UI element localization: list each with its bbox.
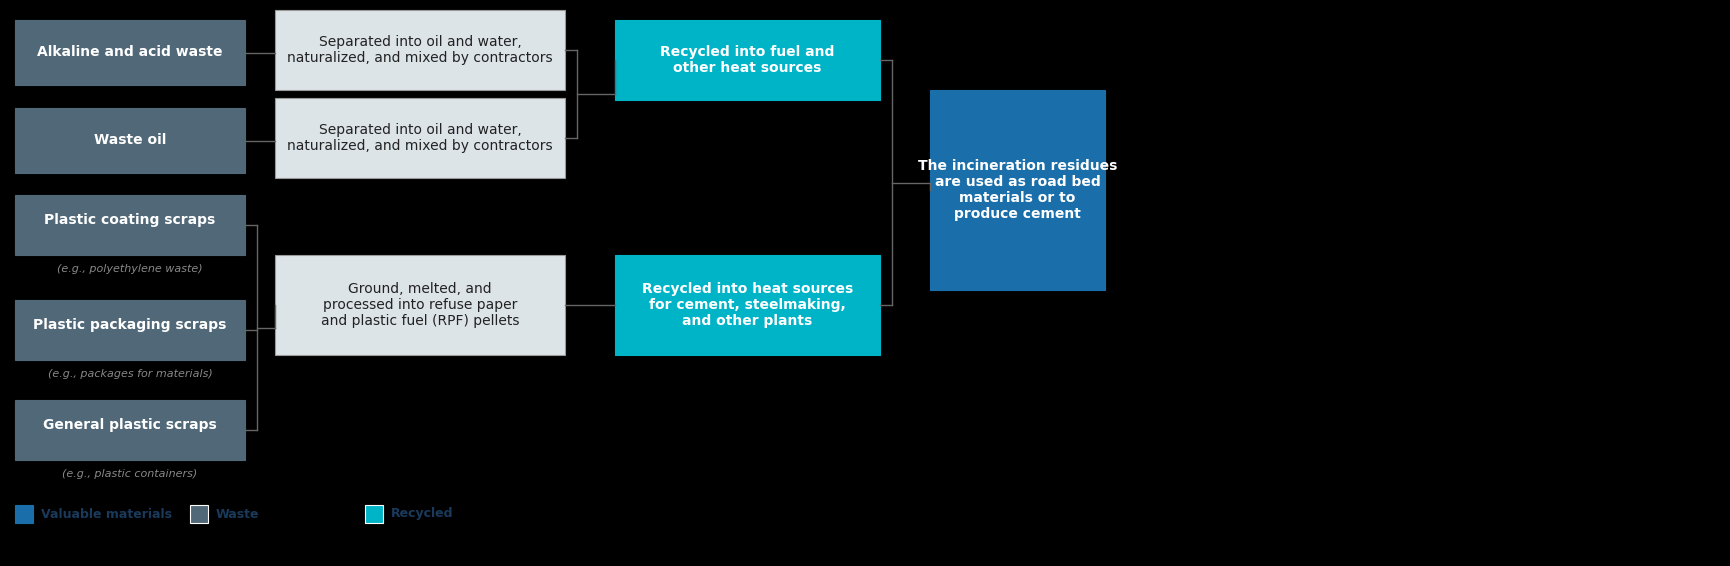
Text: Valuable materials: Valuable materials — [42, 508, 171, 521]
Text: Alkaline and acid waste: Alkaline and acid waste — [38, 45, 223, 59]
Text: Separated into oil and water,
naturalized, and mixed by contractors: Separated into oil and water, naturalize… — [287, 123, 554, 153]
Bar — [16, 505, 33, 523]
Bar — [614, 20, 881, 100]
Text: (e.g., polyethylene waste): (e.g., polyethylene waste) — [57, 264, 202, 274]
Text: (e.g., plastic containers): (e.g., plastic containers) — [62, 469, 197, 479]
Bar — [190, 505, 208, 523]
Text: Ground, melted, and
processed into refuse paper
and plastic fuel (RPF) pellets: Ground, melted, and processed into refus… — [320, 282, 519, 328]
Bar — [16, 300, 246, 360]
Bar — [275, 98, 566, 178]
Text: Waste: Waste — [216, 508, 260, 521]
Bar — [275, 10, 566, 90]
Bar — [16, 108, 246, 173]
Text: Waste oil: Waste oil — [93, 134, 166, 148]
Bar — [16, 400, 246, 460]
Text: Recycled: Recycled — [391, 508, 453, 521]
Text: Plastic packaging scraps: Plastic packaging scraps — [33, 318, 227, 332]
Text: The incineration residues
are used as road bed
materials or to
produce cement: The incineration residues are used as ro… — [919, 158, 1118, 221]
Text: Recycled into fuel and
other heat sources: Recycled into fuel and other heat source… — [661, 45, 834, 75]
Bar — [16, 195, 246, 255]
Bar — [16, 20, 246, 85]
Bar — [365, 505, 382, 523]
Bar — [931, 90, 1105, 290]
Text: (e.g., packages for materials): (e.g., packages for materials) — [48, 369, 213, 379]
Text: General plastic scraps: General plastic scraps — [43, 418, 216, 432]
Bar — [614, 255, 881, 355]
Text: Plastic coating scraps: Plastic coating scraps — [45, 213, 216, 227]
Bar — [275, 255, 566, 355]
Text: Separated into oil and water,
naturalized, and mixed by contractors: Separated into oil and water, naturalize… — [287, 35, 554, 65]
Text: Recycled into heat sources
for cement, steelmaking,
and other plants: Recycled into heat sources for cement, s… — [642, 282, 853, 328]
